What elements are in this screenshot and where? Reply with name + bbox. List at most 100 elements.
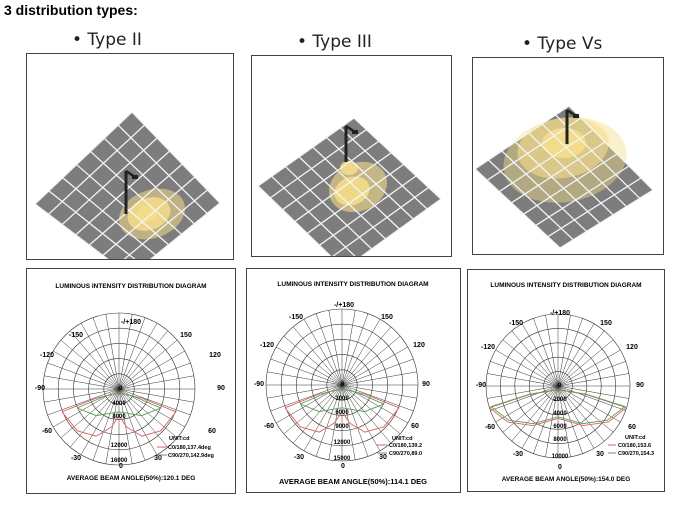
angle-label-30: 30 bbox=[596, 451, 604, 458]
grid-line bbox=[528, 132, 614, 216]
diagram-heading: LUMINOUS INTENSITY DISTRIBUTION DIAGRAM bbox=[277, 281, 428, 288]
polar-spoke bbox=[267, 384, 343, 399]
polar-spoke bbox=[118, 323, 158, 390]
polar-spoke bbox=[557, 385, 626, 411]
grid-line bbox=[331, 186, 429, 258]
center-label: 0 bbox=[558, 383, 562, 389]
grid-line bbox=[62, 177, 157, 256]
polar-spoke bbox=[557, 323, 595, 387]
polar-spoke bbox=[490, 385, 559, 411]
angle-label-neg60: -60 bbox=[42, 428, 52, 435]
angle-label-neg120: -120 bbox=[260, 342, 274, 349]
grid-line bbox=[34, 111, 133, 205]
beam-angle-footer: AVERAGE BEAM ANGLE(50%):120.1 DEG bbox=[67, 475, 196, 482]
angle-label-neg90: -90 bbox=[476, 382, 486, 389]
angle-label-30: 30 bbox=[379, 454, 387, 461]
polar-spoke bbox=[118, 388, 169, 448]
polar-spoke bbox=[341, 319, 381, 386]
polar-spoke bbox=[557, 385, 595, 449]
grid-line bbox=[568, 105, 654, 191]
polar-spoke bbox=[44, 388, 120, 403]
grid-line bbox=[487, 159, 574, 241]
beam-angle-footer: AVERAGE BEAM ANGLE(50%):114.1 DEG bbox=[279, 477, 427, 486]
grid-line bbox=[474, 168, 561, 249]
radial-label: 4000 bbox=[112, 401, 126, 407]
angle-label-150: 150 bbox=[600, 320, 612, 327]
angle-label-neg150: -150 bbox=[289, 314, 303, 321]
radial-label: 12000 bbox=[334, 440, 351, 446]
radial-label: 3000 bbox=[335, 396, 349, 402]
polar-spoke bbox=[557, 385, 614, 433]
polar-spoke bbox=[118, 314, 133, 390]
grid-line bbox=[257, 117, 355, 187]
angle-label-60: 60 bbox=[411, 423, 419, 430]
polar-spoke bbox=[118, 317, 146, 390]
radial-label: 16000 bbox=[111, 458, 128, 464]
angle-label-neg60: -60 bbox=[485, 424, 495, 431]
angle-label-neg90: -90 bbox=[254, 381, 264, 388]
legend-c90: C90/270,89.0 bbox=[389, 451, 422, 457]
polar-spoke bbox=[105, 314, 120, 390]
center-label: 0 bbox=[119, 386, 123, 392]
grid-line bbox=[257, 185, 345, 270]
grid-line bbox=[103, 137, 195, 225]
unit-label: UNIT:cd bbox=[392, 436, 412, 442]
polar-spoke bbox=[303, 384, 343, 451]
polar-spoke bbox=[341, 384, 392, 444]
polar-spoke bbox=[47, 388, 120, 416]
grid-line bbox=[486, 117, 582, 181]
polar-spoke bbox=[118, 388, 191, 416]
polar-spoke bbox=[267, 371, 343, 386]
angle-label-neg30: -30 bbox=[71, 455, 81, 462]
polar-spoke bbox=[80, 323, 120, 390]
polar-spoke bbox=[545, 315, 559, 387]
grid-line bbox=[514, 141, 601, 224]
angle-label-neg150: -150 bbox=[69, 332, 83, 339]
polar-spoke bbox=[292, 384, 343, 444]
polar-spoke bbox=[502, 385, 559, 433]
polar-spoke bbox=[118, 388, 158, 455]
grid-line bbox=[284, 166, 373, 250]
polar-spoke bbox=[341, 384, 356, 460]
polar-spoke bbox=[502, 339, 559, 387]
grid-line bbox=[535, 165, 630, 226]
grid-line bbox=[523, 153, 618, 215]
grid-line bbox=[282, 140, 380, 211]
polar-spoke bbox=[521, 385, 559, 449]
polar-spoke bbox=[270, 358, 343, 386]
polar-spoke bbox=[53, 350, 120, 390]
polar-spoke bbox=[341, 384, 369, 457]
type-vs-street-grid bbox=[474, 105, 654, 249]
angle-label-120: 120 bbox=[626, 344, 638, 351]
polar-spoke bbox=[495, 385, 559, 423]
angle-label-90: 90 bbox=[636, 382, 644, 389]
light-glow bbox=[137, 206, 157, 222]
polar-spoke bbox=[341, 371, 417, 386]
polar-spoke bbox=[557, 385, 629, 399]
grid-line bbox=[88, 163, 183, 246]
radial-label: 2000 bbox=[553, 397, 567, 403]
grid-line bbox=[498, 129, 594, 193]
grid-line bbox=[131, 111, 221, 204]
polar-spoke bbox=[487, 385, 559, 399]
grid-line bbox=[61, 137, 158, 226]
radial-label: 9000 bbox=[335, 424, 349, 430]
polar-spoke bbox=[118, 330, 169, 390]
angle-label-150: 150 bbox=[180, 332, 192, 339]
type-iii-label: • Type III bbox=[297, 32, 372, 52]
grid-line bbox=[319, 175, 417, 246]
legend-c0: C0/180,139.2 bbox=[389, 443, 422, 449]
polar-spoke bbox=[283, 335, 343, 386]
angle-label-neg150: -150 bbox=[509, 320, 523, 327]
center-label: 0 bbox=[341, 382, 345, 388]
polar-spoke bbox=[292, 326, 343, 386]
grid-line bbox=[48, 190, 144, 267]
angle-label-neg30: -30 bbox=[513, 451, 523, 458]
angle-label-neg60: -60 bbox=[264, 423, 274, 430]
page-title: 3 distribution types: bbox=[4, 2, 138, 18]
type-vs-polar-diagram: LUMINOUS INTENSITY DISTRIBUTION DIAGRAM … bbox=[467, 269, 665, 492]
polar-spoke bbox=[315, 313, 343, 386]
light-head bbox=[352, 130, 358, 134]
type-iii-street-grid bbox=[257, 117, 442, 270]
polar-spoke bbox=[341, 313, 369, 386]
